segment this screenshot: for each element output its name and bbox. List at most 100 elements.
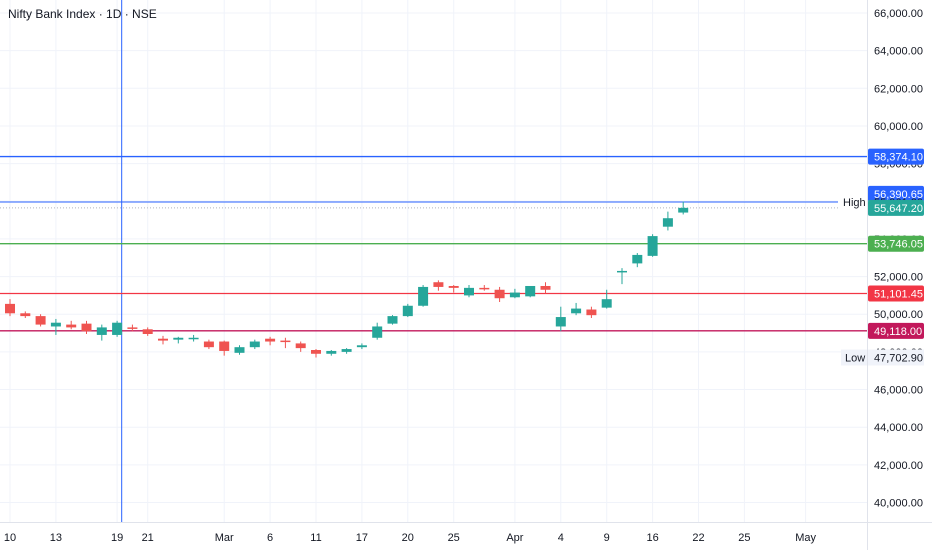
candle-body — [402, 305, 413, 317]
candle-body — [66, 324, 77, 328]
x-tick-label: 4 — [558, 532, 564, 544]
y-tick-label: 52,000.00 — [874, 272, 923, 284]
candle — [112, 320, 123, 337]
price-badge — [868, 199, 924, 216]
candle-body — [35, 316, 46, 325]
candle-body — [81, 323, 92, 332]
candle — [66, 320, 77, 330]
candle — [219, 340, 230, 356]
candle-body — [280, 340, 291, 343]
high-tag-label: High — [843, 197, 866, 209]
candle-body — [311, 350, 321, 354]
x-tick-label: 22 — [692, 532, 704, 544]
candle-body — [326, 350, 337, 354]
candle-body — [601, 299, 612, 308]
candle-body — [662, 218, 673, 227]
price-badges: 58,374.1056,390.65High55,961.2055,647.20… — [838, 148, 924, 366]
candle — [35, 314, 46, 327]
low-tag-label: Low — [845, 352, 865, 364]
candle — [188, 334, 199, 342]
y-tick-label: 44,000.00 — [874, 422, 923, 434]
candle-body — [448, 285, 459, 288]
candle-body — [571, 308, 582, 314]
candle — [142, 327, 153, 336]
candle — [341, 348, 352, 354]
x-tick-label: 25 — [738, 532, 750, 544]
price-badge-label: 51,101.45 — [874, 288, 923, 300]
candle-body — [142, 329, 153, 334]
price-badge-label: 58,374.10 — [874, 152, 923, 164]
price-badge — [868, 235, 924, 252]
candle — [601, 289, 612, 309]
candles — [5, 201, 689, 358]
low-value-label: 47,702.90 — [874, 352, 923, 364]
price-badge-label: 49,118.00 — [874, 326, 922, 338]
x-tick-label: 11 — [310, 532, 321, 544]
candle — [311, 349, 321, 358]
y-tick-label: 64,000.00 — [874, 46, 923, 58]
y-tick-label: 46,000.00 — [874, 385, 923, 397]
x-tick-label: May — [795, 532, 816, 544]
price-badge — [868, 148, 924, 165]
x-tick-label: 17 — [356, 532, 368, 544]
x-tick-label: 21 — [142, 532, 154, 544]
y-tick-label: 40,000.00 — [874, 498, 923, 510]
candle — [540, 282, 551, 294]
candle — [662, 211, 673, 231]
candle-body — [265, 338, 276, 342]
candle-body — [356, 345, 367, 348]
candle — [96, 324, 107, 341]
candle — [372, 322, 383, 340]
price-badge-label: 56,390.65 — [874, 189, 923, 201]
candle — [632, 253, 643, 268]
candle-body — [112, 322, 123, 335]
candle-body — [647, 236, 658, 256]
candle-body — [158, 338, 168, 341]
candle-body — [525, 285, 536, 297]
candle-body — [617, 270, 627, 273]
low-tag — [841, 349, 867, 366]
candle — [525, 285, 536, 298]
price-level-lines — [0, 0, 867, 522]
candle — [586, 306, 597, 318]
x-tick-label: 19 — [111, 532, 123, 544]
candle — [402, 303, 413, 318]
candle — [356, 343, 367, 350]
price-badge-label: 55,647.20 — [874, 203, 923, 215]
candle-body — [127, 327, 138, 329]
candle — [494, 286, 505, 302]
candle — [326, 350, 337, 356]
price-badge — [868, 322, 924, 339]
candle-body — [188, 337, 199, 340]
candle-body — [509, 292, 520, 298]
symbol-title: Nifty Bank Index · 1D · NSE — [8, 7, 157, 21]
candle — [234, 345, 245, 355]
candle-body — [418, 286, 429, 306]
candle — [249, 339, 260, 350]
price-badge — [868, 285, 924, 302]
candle-body — [372, 326, 383, 338]
candle — [5, 299, 15, 317]
high-tag — [838, 193, 867, 210]
y-tick-label: 42,000.00 — [874, 460, 923, 472]
x-tick-label: Apr — [506, 532, 523, 544]
y-tick-label: 62,000.00 — [874, 83, 923, 95]
x-tick-label: 20 — [402, 532, 414, 544]
x-tick-label: Mar — [215, 532, 234, 544]
candle — [265, 336, 276, 346]
candle-body — [632, 254, 643, 264]
candle — [448, 285, 459, 293]
candle-body — [387, 316, 398, 324]
candle-body — [433, 282, 444, 287]
candle — [387, 315, 398, 325]
candle — [464, 285, 474, 298]
x-tick-label: 10 — [4, 532, 16, 544]
candle — [479, 285, 490, 291]
candle — [295, 341, 306, 352]
y-tick-label: 50,000.00 — [874, 309, 923, 321]
y-tick-label: 66,000.00 — [874, 8, 923, 20]
x-tick-label: 13 — [50, 532, 62, 544]
candle — [555, 306, 566, 332]
